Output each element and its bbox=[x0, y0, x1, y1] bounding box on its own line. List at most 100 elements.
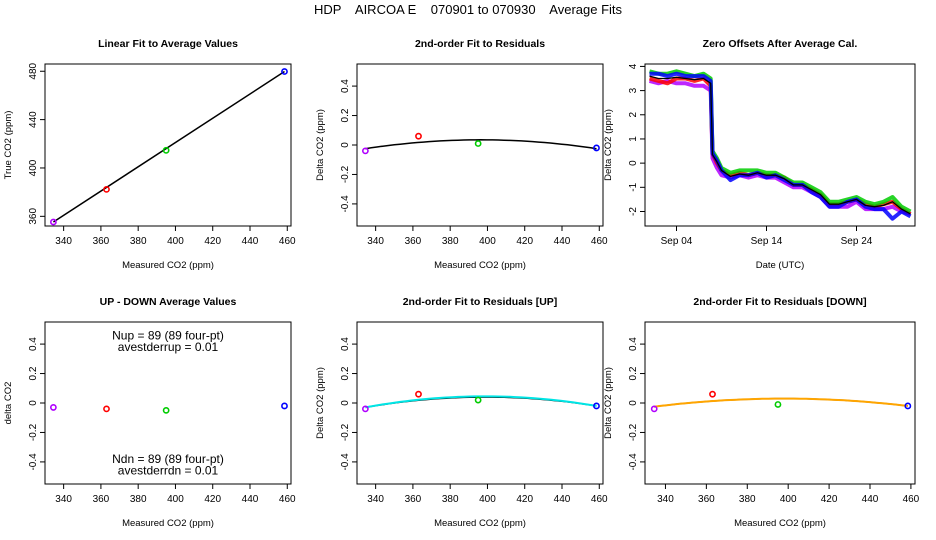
x-tick-label: 440 bbox=[242, 236, 259, 247]
panel-resid-down: 2nd-order Fit to Residuals [DOWN] Measure… bbox=[603, 296, 920, 529]
x-tick-label: 460 bbox=[591, 236, 608, 247]
x-tick-label: 360 bbox=[698, 494, 715, 505]
panel-title: Linear Fit to Average Values bbox=[98, 38, 238, 50]
panel-title: 2nd-order Fit to Residuals [UP] bbox=[403, 296, 558, 308]
y-tick-label: -0.4 bbox=[28, 453, 39, 471]
x-tick-label: 460 bbox=[279, 494, 296, 505]
annotation-text: Ndn = 89 (89 four-pt) bbox=[112, 452, 224, 466]
y-axis-label: Delta CO2 (ppm) bbox=[603, 109, 614, 181]
y-tick-label: 360 bbox=[28, 208, 39, 225]
x-tick-label: 400 bbox=[479, 236, 496, 247]
y-tick-label: 0 bbox=[28, 400, 39, 406]
y-tick-label: 1 bbox=[628, 136, 639, 142]
y-tick-label: 0.2 bbox=[340, 108, 351, 122]
fit-line-cyan bbox=[365, 395, 597, 409]
y-tick-label: 0.2 bbox=[628, 366, 639, 380]
y-axis-label: Delta CO2 (ppm) bbox=[315, 109, 326, 181]
y-axis-label: Delta CO2 (ppm) bbox=[603, 367, 614, 439]
x-tick-label: 460 bbox=[591, 494, 608, 505]
plot-frame bbox=[44, 63, 292, 227]
x-tick-label: 440 bbox=[554, 236, 571, 247]
series-line-blue bbox=[649, 71, 912, 221]
x-tick-label: 420 bbox=[516, 494, 533, 505]
x-tick-label: 400 bbox=[780, 494, 797, 505]
annotation-text: avestderrup = 0.01 bbox=[118, 340, 219, 354]
data-point-blue bbox=[904, 402, 912, 410]
x-axis-label: Measured CO2 (ppm) bbox=[122, 260, 214, 271]
x-axis-label: Measured CO2 (ppm) bbox=[434, 518, 526, 529]
y-tick-label: 0 bbox=[628, 400, 639, 406]
data-point-blue bbox=[281, 68, 288, 75]
y-tick-label: -0.4 bbox=[628, 453, 639, 471]
y-axis-label: Delta CO2 (ppm) bbox=[315, 367, 326, 439]
y-tick-label: 0.2 bbox=[28, 366, 39, 380]
data-point-green bbox=[774, 401, 782, 408]
x-tick-label: 360 bbox=[405, 494, 422, 505]
x-tick-label: 400 bbox=[479, 494, 496, 505]
data-point-green bbox=[474, 396, 482, 404]
x-tick-label: 400 bbox=[167, 494, 184, 505]
data-point-green bbox=[162, 146, 170, 154]
y-tick-label: -0.2 bbox=[28, 423, 39, 441]
x-tick-label: 340 bbox=[55, 494, 72, 505]
fit-line-orange bbox=[654, 397, 908, 408]
y-tick-label: 4 bbox=[628, 63, 639, 69]
x-tick-label: 380 bbox=[130, 236, 147, 247]
data-point-green bbox=[162, 406, 170, 414]
x-tick-label: 420 bbox=[821, 494, 838, 505]
y-tick-label: 0 bbox=[340, 400, 351, 406]
data-point-purple bbox=[49, 218, 57, 226]
x-tick-label: 420 bbox=[204, 494, 221, 505]
data-point-red bbox=[103, 405, 110, 413]
data-point-blue bbox=[593, 402, 600, 410]
x-tick-label: 460 bbox=[903, 494, 920, 505]
x-axis-label: Measured CO2 (ppm) bbox=[734, 518, 826, 529]
y-tick-label: 3 bbox=[628, 87, 639, 93]
panel-title: Zero Offsets After Average Cal. bbox=[703, 38, 858, 50]
annotation-text: avestderrdn = 0.01 bbox=[118, 464, 219, 478]
x-axis-label: Measured CO2 (ppm) bbox=[434, 260, 526, 271]
data-point-blue bbox=[593, 144, 600, 152]
y-tick-label: 0.4 bbox=[340, 337, 351, 351]
fit-line-black bbox=[365, 139, 597, 150]
x-tick-label: 420 bbox=[204, 236, 221, 247]
y-axis-label: delta CO2 bbox=[3, 382, 14, 425]
panel-title: 2nd-order Fit to Residuals bbox=[415, 38, 545, 50]
series-line-purple bbox=[648, 78, 912, 216]
data-point-green bbox=[474, 140, 482, 147]
data-point-red bbox=[415, 390, 422, 398]
y-tick-label: 0.2 bbox=[340, 366, 351, 380]
data-point-purple bbox=[49, 404, 57, 411]
x-tick-label: 380 bbox=[739, 494, 756, 505]
figure-title: HDP AIRCOA E 070901 to 070930 Average Fi… bbox=[313, 2, 623, 17]
panel-linear: Linear Fit to Average Values Measured CO2… bbox=[3, 38, 296, 271]
y-tick-label: 0.4 bbox=[340, 79, 351, 93]
y-tick-label: -2 bbox=[628, 207, 639, 216]
panel-title: UP - DOWN Average Values bbox=[100, 296, 237, 308]
series-line-red bbox=[648, 76, 912, 216]
x-tick-label: Sep 14 bbox=[751, 236, 783, 247]
y-tick-label: -0.2 bbox=[340, 423, 351, 441]
y-tick-label: 480 bbox=[28, 62, 39, 79]
y-tick-label: -0.4 bbox=[340, 195, 351, 213]
x-tick-label: 340 bbox=[657, 494, 674, 505]
data-point-red bbox=[415, 132, 422, 140]
data-point-blue bbox=[281, 402, 288, 410]
y-tick-label: 2 bbox=[628, 112, 639, 118]
x-tick-label: 360 bbox=[405, 236, 422, 247]
x-tick-label: Sep 24 bbox=[841, 236, 873, 247]
y-tick-label: -0.2 bbox=[628, 423, 639, 441]
x-axis-label: Measured CO2 (ppm) bbox=[122, 518, 214, 529]
x-tick-label: 420 bbox=[516, 236, 533, 247]
x-tick-label: 360 bbox=[93, 236, 110, 247]
x-tick-label: 440 bbox=[242, 494, 259, 505]
x-tick-label: 440 bbox=[862, 494, 879, 505]
series-line-green bbox=[648, 69, 912, 214]
panel-resid: 2nd-order Fit to Residuals Measured CO2 (… bbox=[315, 38, 608, 271]
x-tick-label: 380 bbox=[130, 494, 147, 505]
x-tick-label: 440 bbox=[554, 494, 571, 505]
x-tick-label: 340 bbox=[367, 494, 384, 505]
panel-title: 2nd-order Fit to Residuals [DOWN] bbox=[693, 296, 866, 308]
panel-zero: Zero Offsets After Average Cal. Date (UTC… bbox=[603, 38, 916, 271]
